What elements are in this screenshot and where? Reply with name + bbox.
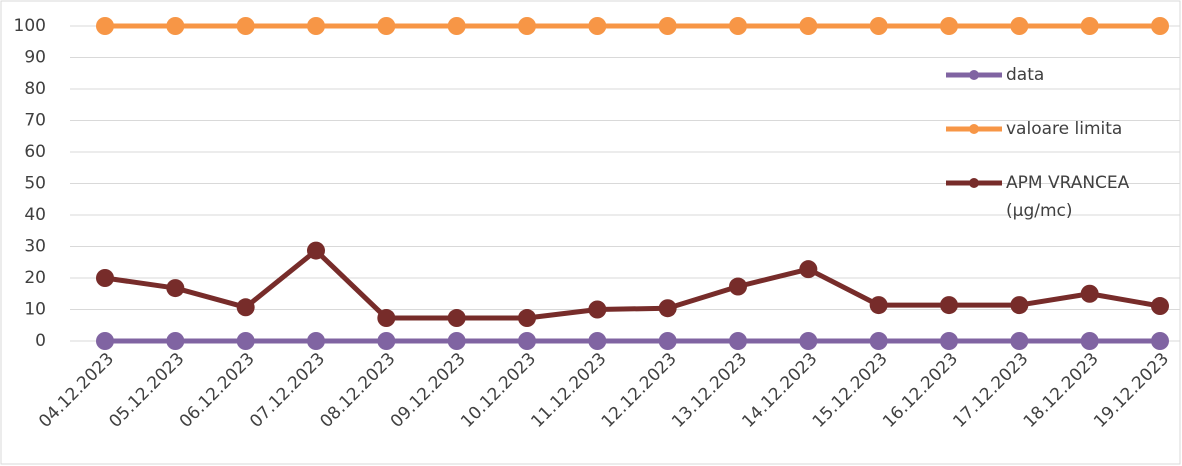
data-point	[658, 299, 677, 318]
legend-label: data	[1006, 65, 1045, 85]
y-tick-label: 40	[24, 205, 46, 225]
x-tick-label: 05.12.2023	[105, 349, 188, 432]
data-point	[1151, 332, 1169, 350]
data-point	[940, 17, 958, 35]
x-tick-label: 15.12.2023	[809, 349, 892, 432]
data-point	[236, 298, 255, 317]
data-point	[377, 332, 396, 350]
legend-marker	[969, 124, 979, 134]
y-tick-label: 30	[24, 237, 46, 257]
data-point	[1080, 332, 1099, 350]
data-point	[799, 332, 818, 350]
data-point	[940, 296, 958, 315]
data-point	[588, 332, 607, 350]
data-point	[1151, 297, 1169, 316]
x-tick-label: 04.12.2023	[35, 349, 118, 432]
y-tick-label: 70	[24, 111, 46, 131]
series-line	[104, 248, 1161, 321]
data-point	[729, 277, 747, 296]
x-tick-label: 06.12.2023	[176, 349, 259, 432]
y-tick-label: 20	[24, 268, 46, 288]
data-point	[377, 309, 396, 328]
data-point	[658, 332, 677, 350]
x-tick-label: 12.12.2023	[598, 349, 681, 432]
data-point	[518, 17, 536, 35]
data-point	[588, 300, 607, 319]
data-point	[307, 241, 325, 260]
x-tick-label: 09.12.2023	[387, 349, 470, 432]
x-tick-label: 14.12.2023	[738, 349, 821, 432]
data-point	[166, 279, 185, 298]
data-point	[1010, 332, 1029, 350]
y-tick-label: 80	[24, 79, 46, 99]
data-point	[1080, 17, 1099, 35]
data-point	[869, 17, 888, 35]
data-point	[447, 309, 466, 328]
data-point	[377, 17, 396, 35]
y-tick-label: 10	[24, 300, 46, 320]
data-point	[96, 332, 114, 350]
legend-label: APM VRANCEA (µg/mc)	[1006, 173, 1130, 221]
data-point	[799, 17, 818, 35]
data-point	[96, 269, 114, 287]
x-tick-label: 10.12.2023	[457, 349, 540, 432]
y-tick-label: 50	[24, 174, 46, 194]
legend-marker	[969, 178, 979, 188]
data-point	[447, 332, 466, 350]
data-point	[1010, 17, 1029, 35]
data-point	[1080, 284, 1099, 303]
data-point	[729, 332, 747, 350]
data-point	[518, 332, 536, 350]
data-point	[307, 17, 325, 35]
data-point	[236, 332, 255, 350]
x-tick-label: 11.12.2023	[527, 349, 610, 432]
x-tick-label: 18.12.2023	[1020, 349, 1103, 432]
legend-marker	[969, 70, 979, 80]
data-point	[166, 332, 185, 350]
x-tick-label: 07.12.2023	[246, 349, 329, 432]
x-tick-label: 16.12.2023	[879, 349, 962, 432]
data-point	[307, 332, 325, 350]
data-point	[518, 309, 536, 328]
data-point	[236, 17, 255, 35]
data-point	[869, 332, 888, 350]
data-point	[1151, 17, 1169, 35]
legend-label: valoare limita	[1006, 119, 1123, 139]
data-point	[940, 332, 958, 350]
y-tick-label: 60	[24, 142, 46, 162]
y-tick-label: 0	[35, 331, 46, 351]
data-point	[1010, 296, 1029, 315]
data-point	[166, 17, 185, 35]
data-point	[447, 17, 466, 35]
y-tick-label: 90	[24, 48, 46, 68]
data-point	[729, 17, 747, 35]
x-tick-label: 08.12.2023	[316, 349, 399, 432]
y-tick-label: 100	[14, 16, 46, 36]
x-tick-label: 13.12.2023	[668, 349, 751, 432]
data-point	[869, 296, 888, 315]
x-tick-label: 17.12.2023	[949, 349, 1032, 432]
data-point	[96, 17, 114, 35]
x-tick-label: 19.12.2023	[1090, 349, 1173, 432]
data-point	[588, 17, 607, 35]
data-point	[799, 260, 818, 279]
data-point	[658, 17, 677, 35]
